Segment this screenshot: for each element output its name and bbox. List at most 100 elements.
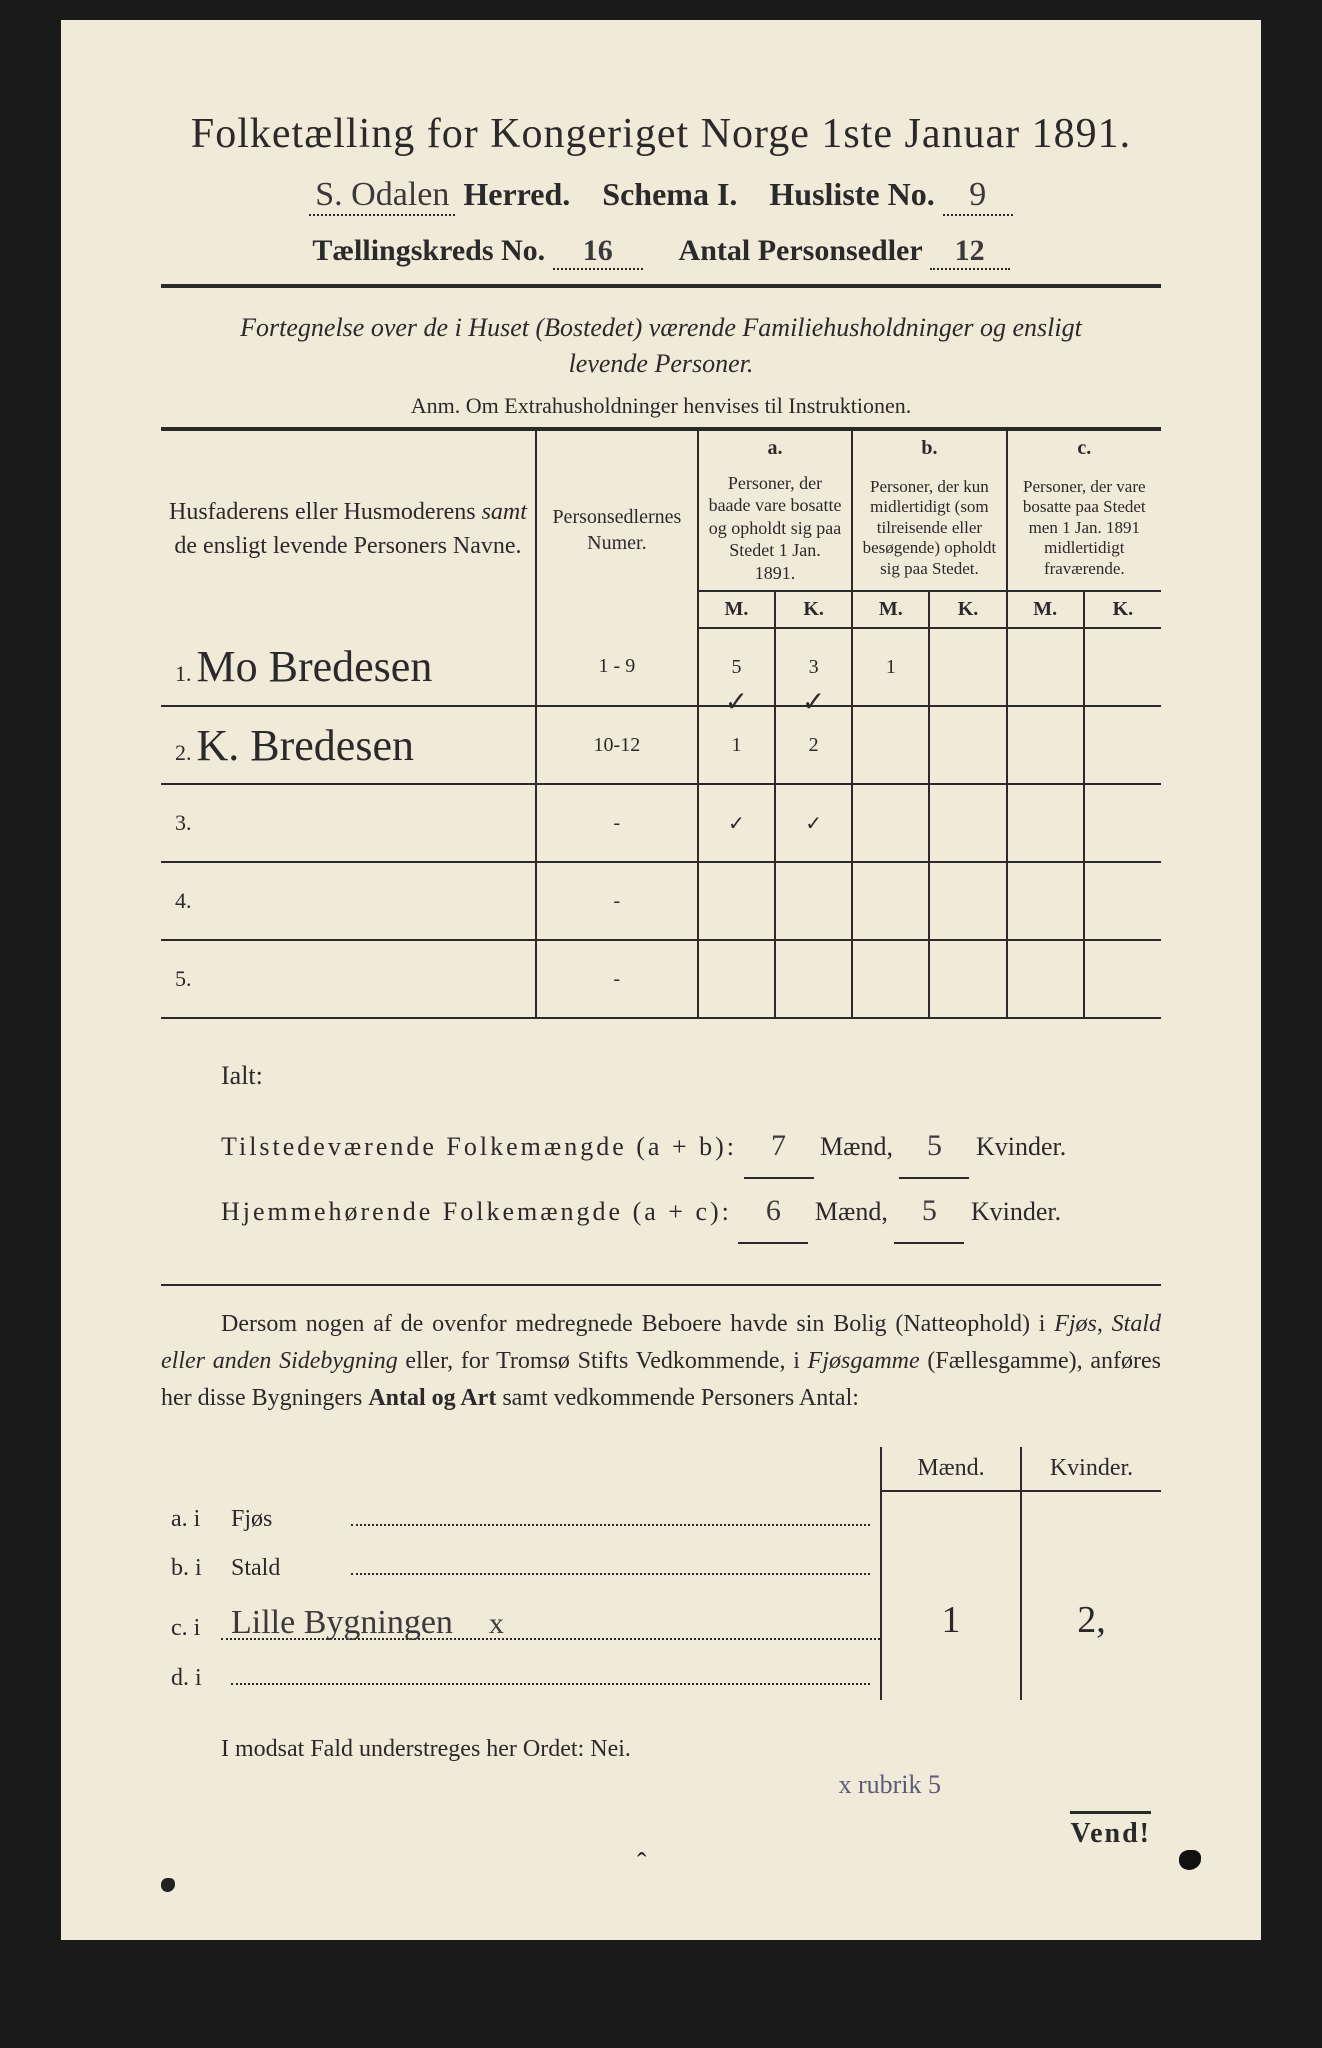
kvinder-label: Kvinder. <box>976 1132 1066 1161</box>
b-m-header: M. <box>852 591 929 628</box>
row-lbl: b. i <box>161 1541 221 1590</box>
totals-block: Ialt: Tilstedeværende Folkemængde (a + b… <box>221 1049 1161 1244</box>
row-m <box>881 1650 1021 1699</box>
kreds-value: 16 <box>553 234 643 270</box>
row-numer: - <box>536 940 698 1018</box>
table-row: 2. K. Bredesen 10-12 ✓1 ✓2 <box>161 706 1161 784</box>
totals-ab-m: 7 <box>744 1114 814 1179</box>
col-a-label: a. <box>768 437 783 459</box>
vend-label: Vend! <box>1070 1811 1151 1850</box>
c-m-header: M. <box>1007 591 1084 628</box>
antal-value: 12 <box>930 234 1010 270</box>
cell <box>929 628 1006 706</box>
totals-ac-k: 5 <box>894 1179 964 1244</box>
ink-blob-icon <box>1179 1850 1201 1870</box>
header-line-2: S. Odalen Herred. Schema I. Husliste No.… <box>161 176 1161 216</box>
cell <box>1084 784 1161 862</box>
ialt-label: Ialt: <box>221 1049 1161 1104</box>
cell <box>1084 706 1161 784</box>
cell <box>1007 628 1084 706</box>
table-row: 4. - <box>161 862 1161 940</box>
building-row: b. i Stald <box>161 1541 1161 1590</box>
row-m <box>881 1491 1021 1540</box>
husliste-value: 9 <box>943 176 1013 216</box>
cell <box>1084 628 1161 706</box>
cell: ✓ <box>698 784 775 862</box>
row-name: Mo Bredesen <box>197 642 433 691</box>
row-lbl: c. i <box>161 1590 221 1650</box>
cell: 1 <box>731 734 741 756</box>
tick-mark-icon: ˆ <box>637 1848 646 1880</box>
census-form-page: Folketælling for Kongeriget Norge 1ste J… <box>61 20 1261 1940</box>
cell <box>852 784 929 862</box>
cell <box>1007 706 1084 784</box>
tick-mark: ✓ <box>802 685 825 719</box>
anm-note: Anm. Om Extrahusholdninger henvises til … <box>161 393 1161 419</box>
subtitle: Fortegnelse over de i Huset (Bostedet) v… <box>161 310 1161 383</box>
household-table: Husfaderens eller Husmoderens samt de en… <box>161 427 1161 1020</box>
row-k <box>1021 1541 1161 1590</box>
cell <box>929 706 1006 784</box>
a-m-header: M. <box>698 591 775 628</box>
row-type-hw: Lille Bygningen <box>231 1604 453 1642</box>
col-b-text: Personer, der kun midlertidigt (som tilr… <box>852 466 1006 592</box>
b-k-header: K. <box>929 591 1006 628</box>
col-c-text: Personer, der vare bosatte paa Stedet me… <box>1007 466 1161 592</box>
a-k-header: K. <box>775 591 852 628</box>
col-numer-header: Personsedlernes Numer. <box>536 429 698 629</box>
totals-ac-label: Hjemmehørende Folkemængde (a + c): <box>221 1197 732 1226</box>
subtitle-l2: levende Personer. <box>569 349 754 378</box>
maend-label: Mænd, <box>820 1132 893 1161</box>
totals-ab-k: 5 <box>899 1114 969 1179</box>
cell: ✓ <box>775 784 852 862</box>
rule-1 <box>161 284 1161 288</box>
row-num: 4. <box>175 888 192 913</box>
kreds-label: Tællingskreds No. <box>312 234 545 267</box>
building-row: d. i <box>161 1650 1161 1699</box>
row-k <box>1021 1650 1161 1699</box>
row-name: K. Bredesen <box>197 721 415 770</box>
cell <box>929 784 1006 862</box>
maend-label: Mænd, <box>815 1197 888 1226</box>
rule-2 <box>161 1284 1161 1286</box>
row-m <box>881 1541 1021 1590</box>
building-row: c. i Lille Bygningen x 1 2, <box>161 1590 1161 1650</box>
row-num: 2. <box>175 740 192 765</box>
subtitle-l1: Fortegnelse over de i Huset (Bostedet) v… <box>240 313 1082 342</box>
table-row: 1. Mo Bredesen 1 - 9 5 3 1 <box>161 628 1161 706</box>
row-type: Fjøs <box>221 1491 341 1540</box>
header-line-3: Tællingskreds No. 16 Antal Personsedler … <box>161 234 1161 270</box>
building-row: a. i Fjøs <box>161 1491 1161 1540</box>
row-numer: 10-12 <box>536 706 698 784</box>
col-b-label: b. <box>921 437 937 459</box>
maend-header: Mænd. <box>881 1447 1021 1491</box>
husliste-label: Husliste No. <box>769 176 934 212</box>
cell: 2 <box>809 734 819 756</box>
schema-label: Schema I. <box>602 176 737 212</box>
row-k: 2, <box>1021 1590 1161 1650</box>
col-names-header: Husfaderens eller Husmoderens samt de en… <box>161 429 536 629</box>
row-type: Stald <box>221 1541 341 1590</box>
row-num: 5. <box>175 966 192 991</box>
row-k <box>1021 1491 1161 1540</box>
row-lbl: d. i <box>161 1650 221 1699</box>
totals-line-ac: Hjemmehørende Folkemængde (a + c): 6 Mæn… <box>221 1179 1161 1244</box>
c-k-header: K. <box>1084 591 1161 628</box>
cell <box>852 706 929 784</box>
totals-ab-label: Tilstedeværende Folkemængde (a + b): <box>221 1132 737 1161</box>
row-num: 1. <box>175 661 192 686</box>
herred-value: S. Odalen <box>309 176 455 216</box>
antal-label: Antal Personsedler <box>679 234 923 267</box>
building-table: Mænd. Kvinder. a. i Fjøs b. i Stald c. i… <box>161 1447 1161 1699</box>
kvinder-label: Kvinder. <box>971 1197 1061 1226</box>
table-row: 5. - <box>161 940 1161 1018</box>
kvinder-header: Kvinder. <box>1021 1447 1161 1491</box>
ink-blob-icon <box>161 1878 175 1892</box>
row-lbl: a. i <box>161 1491 221 1540</box>
row-numer: - <box>536 862 698 940</box>
herred-label: Herred. <box>463 176 570 212</box>
row-numer: 1 - 9 <box>536 628 698 706</box>
cell: 1 <box>852 628 929 706</box>
nei-line: I modsat Fald understreges her Ordet: Ne… <box>221 1736 1161 1763</box>
table-row: 3. - ✓ ✓ <box>161 784 1161 862</box>
